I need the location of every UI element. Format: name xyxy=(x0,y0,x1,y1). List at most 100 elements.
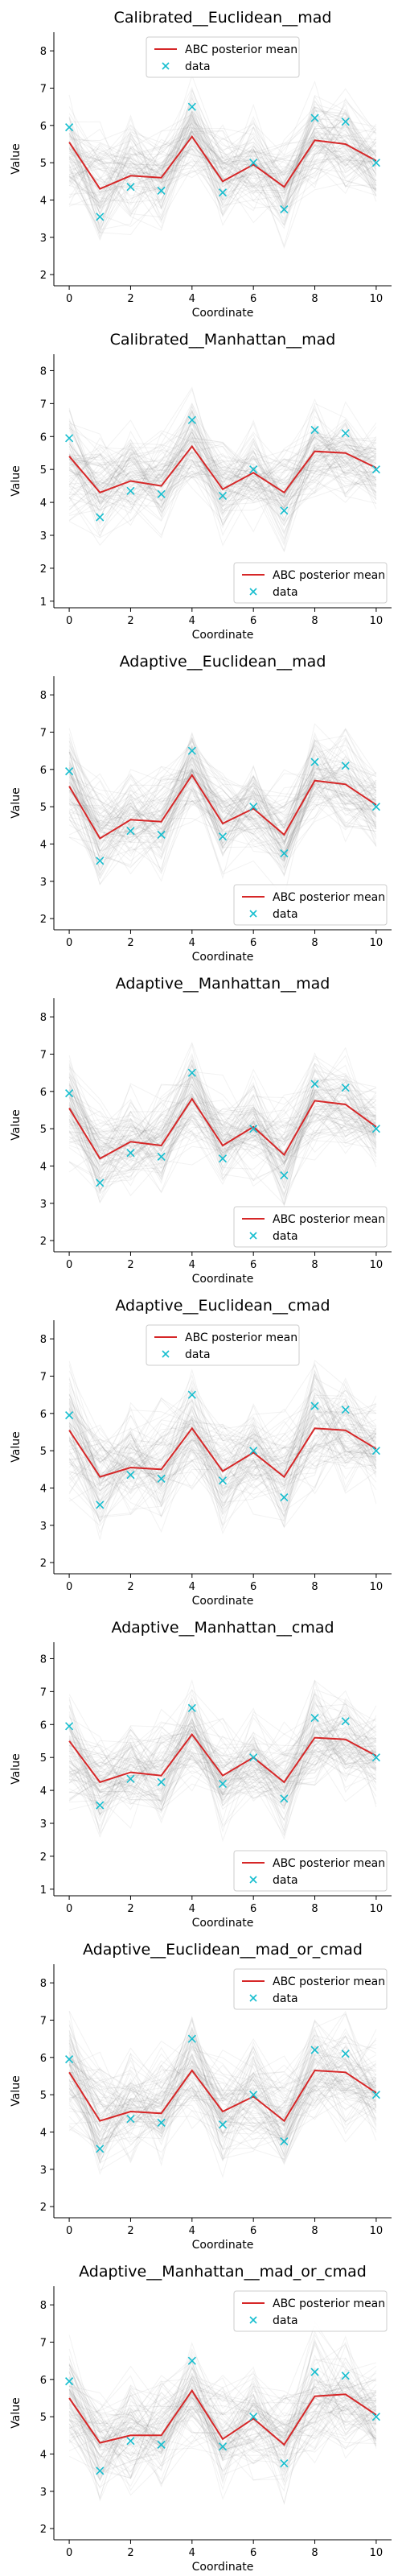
y-tick-label: 4 xyxy=(40,1785,47,1798)
legend-box xyxy=(233,884,388,926)
x-axis-label: Coordinate xyxy=(192,1917,254,1930)
posterior-trace xyxy=(68,1373,377,1517)
x-tick-label: 4 xyxy=(189,2547,195,2559)
posterior-trace xyxy=(68,1098,377,1177)
posterior-trace xyxy=(68,2389,376,2451)
posterior-trace xyxy=(68,1743,377,1831)
posterior-trace xyxy=(68,100,377,208)
posterior-trace xyxy=(68,1689,377,1819)
posterior-trace xyxy=(68,2351,377,2472)
posterior-trace xyxy=(68,1413,377,1517)
x-axis-label: Coordinate xyxy=(192,629,254,642)
posterior-trace xyxy=(68,1076,377,1191)
posterior-trace xyxy=(68,2020,377,2158)
x-tick-label: 8 xyxy=(311,615,318,627)
y-tick-label: 2 xyxy=(40,914,47,926)
posterior-trace xyxy=(68,95,377,208)
posterior-trace xyxy=(68,2031,377,2158)
posterior-trace xyxy=(68,86,377,224)
posterior-trace xyxy=(68,778,376,873)
posterior-trace xyxy=(68,1063,377,1184)
posterior-trace xyxy=(68,2037,377,2167)
posterior-trace xyxy=(68,733,377,872)
posterior-trace xyxy=(68,2341,377,2478)
posterior-trace xyxy=(68,2034,377,2157)
posterior-trace xyxy=(68,447,377,490)
posterior-trace xyxy=(68,114,377,193)
legend-data-swatch xyxy=(162,1350,170,1358)
x-tick-label: 0 xyxy=(66,1259,72,1271)
data-point xyxy=(280,506,289,515)
posterior-trace xyxy=(68,2054,377,2150)
posterior-trace xyxy=(68,2374,377,2472)
posterior-trace xyxy=(69,421,377,516)
posterior-trace xyxy=(68,1067,377,1142)
posterior-trace xyxy=(68,2046,377,2161)
posterior-trace xyxy=(68,441,376,521)
posterior-trace xyxy=(68,123,377,197)
data-point xyxy=(310,1080,319,1088)
posterior-trace xyxy=(68,415,377,547)
y-axis-label: Value xyxy=(10,1753,23,1784)
x-tick-label: 10 xyxy=(370,1903,384,1915)
posterior-trace xyxy=(68,1395,377,1498)
posterior-trace xyxy=(68,1092,377,1195)
legend-label-data: data xyxy=(273,1874,298,1887)
posterior-trace xyxy=(68,1734,377,1806)
legend-data-swatch xyxy=(162,62,170,70)
posterior-trace xyxy=(68,2363,377,2451)
posterior-trace xyxy=(68,1059,376,1198)
posterior-trace xyxy=(68,2068,377,2132)
posterior-trace xyxy=(68,2058,377,2165)
posterior-trace xyxy=(68,2028,377,2161)
y-tick-label: 8 xyxy=(40,1012,47,1024)
posterior-trace xyxy=(68,117,377,208)
posterior-trace xyxy=(68,1710,377,1810)
posterior-trace xyxy=(68,1405,376,1487)
posterior-trace xyxy=(68,1080,377,1208)
posterior-trace xyxy=(68,2013,377,2137)
posterior-trace xyxy=(68,1393,377,1501)
posterior-trace xyxy=(68,1730,376,1821)
data-point xyxy=(341,762,350,770)
posterior-trace xyxy=(68,2072,377,2154)
posterior-trace xyxy=(69,1055,377,1166)
posterior-trace xyxy=(68,2050,377,2148)
posterior-trace xyxy=(68,753,377,877)
posterior-trace xyxy=(69,409,377,499)
posterior-trace xyxy=(68,1408,377,1508)
posterior-trace xyxy=(69,1400,377,1512)
posterior-trace xyxy=(68,737,376,844)
data-point xyxy=(187,102,196,111)
posterior-trace xyxy=(68,105,377,200)
posterior-trace xyxy=(69,2046,377,2141)
posterior-trace xyxy=(68,430,377,529)
posterior-trace xyxy=(68,99,377,213)
posterior-trace xyxy=(68,2050,377,2164)
legend-label-mean: ABC posterior mean xyxy=(273,569,385,582)
posterior-trace xyxy=(68,2046,377,2164)
posterior-trace xyxy=(68,1710,377,1807)
posterior-trace xyxy=(68,736,377,855)
y-axis-label: Value xyxy=(10,465,23,496)
posterior-trace xyxy=(68,737,377,854)
posterior-trace xyxy=(68,111,377,216)
legend-label-mean: ABC posterior mean xyxy=(185,43,297,56)
posterior-mean-line xyxy=(68,2069,377,2123)
posterior-trace xyxy=(68,74,376,215)
posterior-trace xyxy=(68,1731,376,1829)
y-tick-label: 5 xyxy=(40,464,47,477)
posterior-trace xyxy=(68,1080,377,1180)
posterior-trace xyxy=(68,1740,377,1836)
posterior-trace xyxy=(68,1704,377,1810)
posterior-traces xyxy=(68,1678,377,1843)
posterior-trace xyxy=(68,1060,376,1178)
posterior-trace xyxy=(68,2385,376,2465)
posterior-trace xyxy=(68,1716,377,1807)
posterior-trace xyxy=(68,1751,377,1839)
data-point xyxy=(96,213,105,221)
x-axis-label: Coordinate xyxy=(192,2239,254,2252)
x-tick-label: 2 xyxy=(127,1259,133,1271)
posterior-trace xyxy=(68,2049,377,2138)
data-point xyxy=(371,1125,380,1133)
